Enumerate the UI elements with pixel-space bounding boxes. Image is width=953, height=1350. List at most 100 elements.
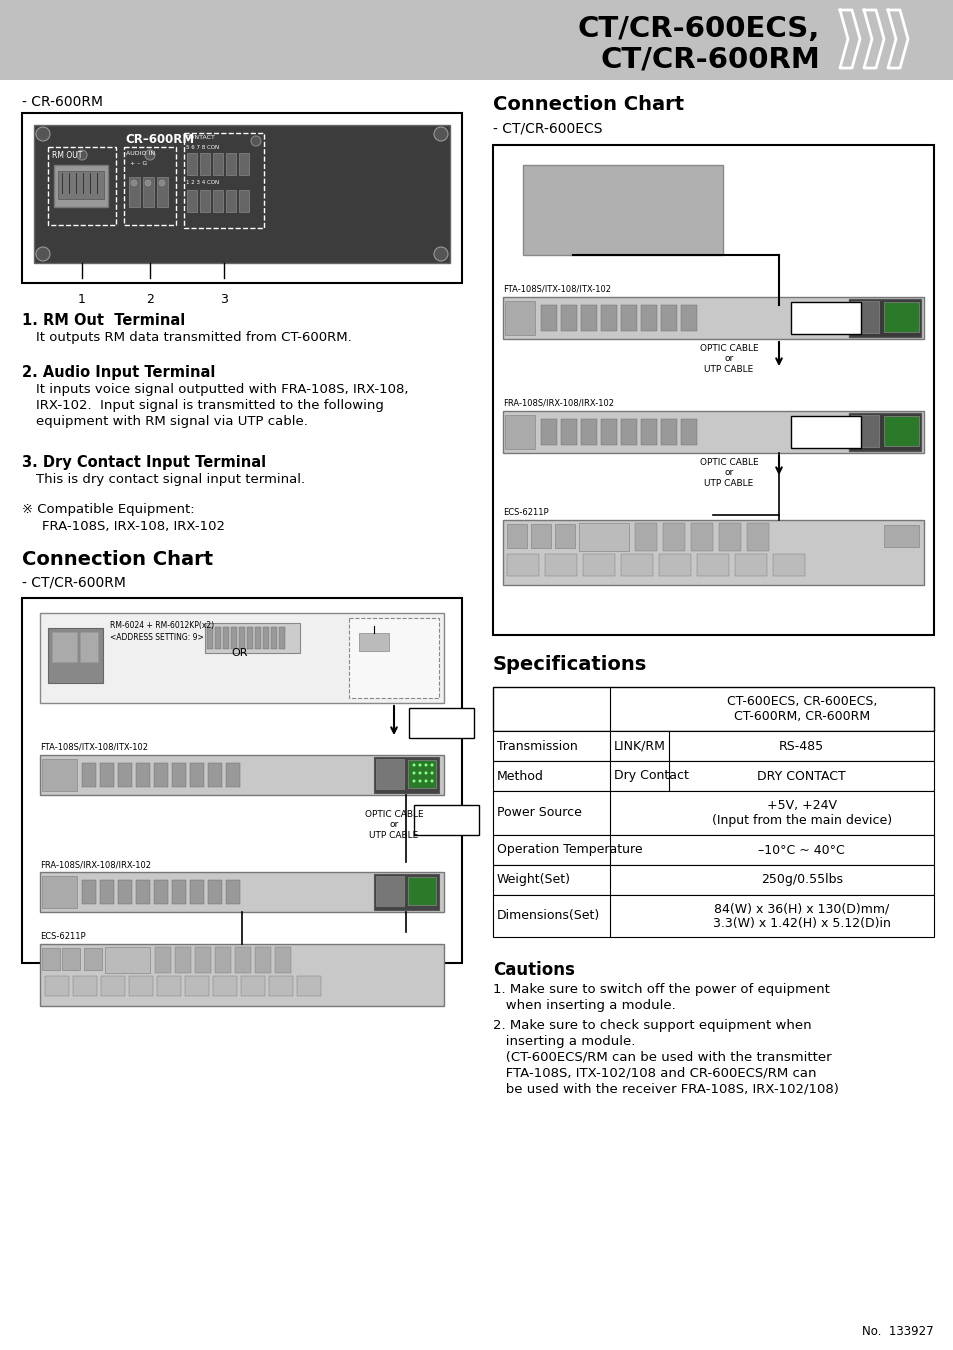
Bar <box>620 305 637 331</box>
Bar <box>493 144 933 634</box>
Circle shape <box>672 197 692 217</box>
Circle shape <box>412 764 416 767</box>
Text: ECS-6211P: ECS-6211P <box>40 931 86 941</box>
Text: 84(W) x 36(H) x 130(D)mm/
3.3(W) x 1.42(H) x 5.12(D)in: 84(W) x 36(H) x 130(D)mm/ 3.3(W) x 1.42(… <box>712 902 890 930</box>
Bar <box>54 165 108 207</box>
Circle shape <box>412 779 416 783</box>
Text: Specifications: Specifications <box>493 655 646 674</box>
Text: + – G: + – G <box>130 161 147 166</box>
Text: when inserting a module.: when inserting a module. <box>493 999 675 1012</box>
Circle shape <box>430 764 433 767</box>
Bar <box>790 416 861 448</box>
Text: RS-485: RS-485 <box>779 740 823 752</box>
Text: ECS-6211P: ECS-6211P <box>502 508 548 517</box>
Bar <box>522 165 722 255</box>
Text: Dimensions(Set): Dimensions(Set) <box>497 910 599 922</box>
Bar <box>58 171 104 198</box>
Bar <box>226 190 235 212</box>
Text: Dry Contact: Dry Contact <box>613 769 688 783</box>
Text: FRA-108S, IRX-108, IRX-102: FRA-108S, IRX-108, IRX-102 <box>42 520 225 533</box>
Text: - CT/CR-600ECS: - CT/CR-600ECS <box>493 122 602 135</box>
Bar <box>848 413 920 451</box>
Bar <box>207 626 213 649</box>
Text: FTA-108S, ITX-102/108 and CR-600ECS/RM can: FTA-108S, ITX-102/108 and CR-600ECS/RM c… <box>493 1066 816 1080</box>
Text: - CR-600RM: - CR-600RM <box>22 95 103 109</box>
Bar <box>34 126 450 263</box>
Bar <box>263 626 269 649</box>
Bar <box>100 763 113 787</box>
Circle shape <box>145 150 154 161</box>
Bar <box>157 177 168 207</box>
Bar <box>185 976 209 996</box>
Text: Method: Method <box>497 769 543 783</box>
Bar <box>375 759 403 788</box>
Bar <box>620 418 637 446</box>
Bar <box>254 626 261 649</box>
Text: CT/CR-600ECS,: CT/CR-600ECS, <box>577 15 820 43</box>
Bar <box>40 755 443 795</box>
Bar <box>600 418 617 446</box>
Bar <box>734 554 766 576</box>
Bar <box>506 524 526 548</box>
Bar <box>296 976 320 996</box>
Bar <box>226 880 240 905</box>
Bar <box>408 878 436 904</box>
Bar <box>504 301 535 335</box>
Circle shape <box>618 197 638 217</box>
Bar <box>80 632 98 662</box>
Bar <box>640 305 657 331</box>
Bar <box>358 633 389 651</box>
Text: OR: OR <box>232 648 248 657</box>
Bar <box>214 946 231 973</box>
Circle shape <box>434 127 448 140</box>
Bar <box>118 880 132 905</box>
Bar <box>578 522 628 551</box>
Bar <box>408 760 436 788</box>
Bar <box>153 763 168 787</box>
Text: AUDIO IN: AUDIO IN <box>126 151 155 157</box>
Bar <box>493 687 933 730</box>
Bar <box>493 865 933 895</box>
Bar <box>208 763 222 787</box>
Text: Connection Chart: Connection Chart <box>493 95 683 113</box>
Bar <box>560 418 577 446</box>
Text: equipment with RM signal via UTP cable.: equipment with RM signal via UTP cable. <box>36 414 308 428</box>
Text: <ADDRESS SETTING: 9>: <ADDRESS SETTING: 9> <box>110 633 204 643</box>
Bar <box>174 946 191 973</box>
Text: CR–600RM: CR–600RM <box>126 134 194 146</box>
Bar <box>129 976 152 996</box>
Bar <box>42 759 77 791</box>
Bar <box>136 763 150 787</box>
Bar <box>129 177 140 207</box>
Bar <box>200 153 210 176</box>
Bar <box>883 302 918 332</box>
Bar <box>660 418 677 446</box>
Bar <box>239 153 249 176</box>
Circle shape <box>77 150 87 161</box>
Bar <box>40 944 443 1006</box>
Text: CONTACT: CONTACT <box>186 135 215 140</box>
Bar <box>375 876 403 906</box>
Bar <box>187 190 196 212</box>
Circle shape <box>658 182 707 232</box>
Bar <box>124 147 175 225</box>
Bar <box>42 948 60 971</box>
Bar <box>502 520 923 585</box>
Bar <box>194 946 211 973</box>
Text: Cautions: Cautions <box>493 961 575 979</box>
Bar <box>580 305 597 331</box>
Text: It outputs RM data transmitted from CT-600RM.: It outputs RM data transmitted from CT-6… <box>36 331 352 344</box>
Bar <box>502 410 923 454</box>
Bar <box>772 554 804 576</box>
Text: - CT/CR-600RM: - CT/CR-600RM <box>22 576 126 590</box>
Bar <box>84 948 102 971</box>
Bar <box>213 190 223 212</box>
Bar <box>154 946 171 973</box>
Bar <box>40 872 443 913</box>
Bar <box>208 880 222 905</box>
Text: 2. Audio Input Terminal: 2. Audio Input Terminal <box>22 364 215 379</box>
Bar <box>82 880 96 905</box>
Bar <box>274 946 291 973</box>
Bar <box>105 946 150 973</box>
Bar <box>850 414 878 447</box>
